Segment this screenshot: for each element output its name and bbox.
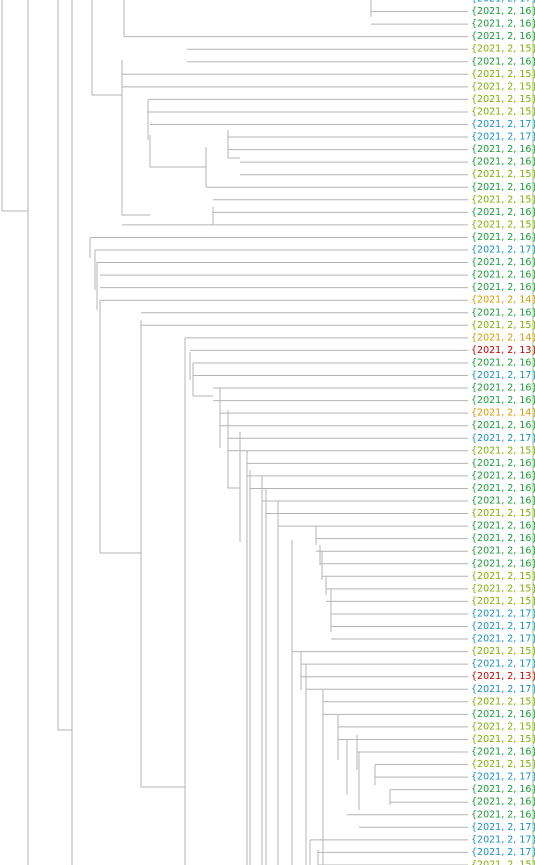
leaf-label: {2021, 2, 15} <box>471 69 535 80</box>
leaf-label: {2021, 2, 14} <box>471 295 535 306</box>
leaf-label: {2021, 2, 16} <box>471 747 535 758</box>
leaf-label: {2021, 2, 15} <box>471 583 535 594</box>
leaf-label: {2021, 2, 17} <box>471 0 535 5</box>
leaf-label: {2021, 2, 16} <box>471 182 535 193</box>
leaf-label: {2021, 2, 16} <box>471 307 535 318</box>
leaf-label: {2021, 2, 15} <box>471 81 535 92</box>
leaf-label: {2021, 2, 16} <box>471 383 535 394</box>
leaf-label: {2021, 2, 15} <box>471 44 535 55</box>
leaf-label: {2021, 2, 14} <box>471 408 535 419</box>
leaf-label: {2021, 2, 16} <box>471 257 535 268</box>
leaf-label: {2021, 2, 15} <box>471 696 535 707</box>
leaf-label: {2021, 2, 15} <box>471 194 535 205</box>
leaf-label: {2021, 2, 17} <box>471 834 535 845</box>
leaf-label: {2021, 2, 16} <box>471 6 535 17</box>
leaf-label: {2021, 2, 16} <box>471 470 535 481</box>
leaf-label: {2021, 2, 15} <box>471 320 535 331</box>
leaf-label: {2021, 2, 17} <box>471 132 535 143</box>
leaf-label: {2021, 2, 16} <box>471 207 535 218</box>
leaf-label: {2021, 2, 15} <box>471 734 535 745</box>
leaf-label: {2021, 2, 17} <box>471 684 535 695</box>
leaf-label: {2021, 2, 16} <box>471 157 535 168</box>
leaf-label: {2021, 2, 16} <box>471 546 535 557</box>
leaf-label: {2021, 2, 15} <box>471 106 535 117</box>
leaf-label: {2021, 2, 17} <box>471 847 535 858</box>
leaf-label: {2021, 2, 16} <box>471 420 535 431</box>
leaf-label: {2021, 2, 16} <box>471 56 535 67</box>
leaf-label: {2021, 2, 15} <box>471 94 535 105</box>
leaf-label: {2021, 2, 15} <box>471 596 535 607</box>
leaf-label: {2021, 2, 17} <box>471 245 535 256</box>
leaf-label: {2021, 2, 17} <box>471 608 535 619</box>
leaf-label: {2021, 2, 17} <box>471 659 535 670</box>
leaf-label: {2021, 2, 16} <box>471 144 535 155</box>
leaf-label: {2021, 2, 16} <box>471 483 535 494</box>
leaf-label: {2021, 2, 15} <box>471 571 535 582</box>
leaf-label: {2021, 2, 15} <box>471 445 535 456</box>
leaf-label: {2021, 2, 16} <box>471 809 535 820</box>
leaf-label: {2021, 2, 16} <box>471 558 535 569</box>
leaf-label: {2021, 2, 15} <box>471 859 535 865</box>
leaf-label: {2021, 2, 16} <box>471 395 535 406</box>
leaf-label: {2021, 2, 13} <box>471 671 535 682</box>
leaf-label: {2021, 2, 14} <box>471 332 535 343</box>
leaf-label: {2021, 2, 13} <box>471 345 535 356</box>
tree-trunk <box>1 0 391 865</box>
leaf-label: {2021, 2, 16} <box>471 458 535 469</box>
leaf-label: {2021, 2, 17} <box>471 634 535 645</box>
leaf-label: {2021, 2, 17} <box>471 621 535 632</box>
leaf-label: {2021, 2, 15} <box>471 169 535 180</box>
leaf-label: {2021, 2, 16} <box>471 709 535 720</box>
leaf-label: {2021, 2, 16} <box>471 521 535 532</box>
leaf-label: {2021, 2, 17} <box>471 822 535 833</box>
leaf-label: {2021, 2, 16} <box>471 270 535 281</box>
leaf-label: {2021, 2, 15} <box>471 721 535 732</box>
leaf-label: {2021, 2, 17} <box>471 370 535 381</box>
leaf-label: {2021, 2, 16} <box>471 496 535 507</box>
leaf-label: {2021, 2, 16} <box>471 232 535 243</box>
leaf-label: {2021, 2, 16} <box>471 282 535 293</box>
leaf-label: {2021, 2, 16} <box>471 533 535 544</box>
leaf-label: {2021, 2, 16} <box>471 797 535 808</box>
leaf-label: {2021, 2, 15} <box>471 759 535 770</box>
leaf-label: {2021, 2, 16} <box>471 19 535 30</box>
leaf-label: {2021, 2, 16} <box>471 784 535 795</box>
leaf-label: {2021, 2, 17} <box>471 433 535 444</box>
leaf-label: {2021, 2, 16} <box>471 357 535 368</box>
leaf-label: {2021, 2, 15} <box>471 646 535 657</box>
leaf-label: {2021, 2, 16} <box>471 31 535 42</box>
leaf-label: {2021, 2, 15} <box>471 508 535 519</box>
leaf-label: {2021, 2, 15} <box>471 219 535 230</box>
leaf-label: {2021, 2, 17} <box>471 119 535 130</box>
leaf-label: {2021, 2, 17} <box>471 772 535 783</box>
